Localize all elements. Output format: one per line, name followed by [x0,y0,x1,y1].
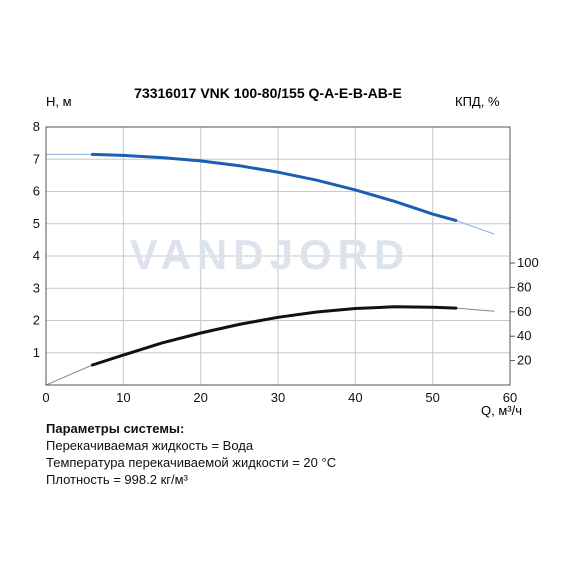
params-line-density: Плотность = 998.2 кг/м³ [46,472,188,487]
series-line-КПД [90,305,458,367]
y-left-tick-label: 1 [33,345,40,360]
y-axis-right-label: КПД, % [455,94,500,109]
watermark: VANDJORD [130,231,411,278]
params-heading: Параметры системы: [46,421,185,436]
chart-title: 73316017 VNK 100-80/155 Q-A-E-B-AB-E [134,85,402,101]
y-left-tick-label: 3 [33,280,40,295]
y-right-tick-label: 40 [517,328,531,343]
y-left-tick-label: 6 [33,184,40,199]
y-right-tick-label: 20 [517,353,531,368]
x-tick-label: 40 [348,390,362,405]
y-left-tick-label: 5 [33,216,40,231]
y-right-tick-label: 100 [517,255,539,270]
x-tick-label: 20 [193,390,207,405]
y-left-tick-label: 2 [33,313,40,328]
grid [45,126,511,386]
x-tick-label: 50 [425,390,439,405]
axes: 0 10 20 30 40 50 60 1 2 3 4 5 6 7 8 20 40 60 80 100 [33,119,539,405]
series-line-H [90,152,458,222]
params-line-liquid: Перекачиваемая жидкость = Вода [46,438,254,453]
x-tick-label: 60 [503,390,517,405]
system-parameters: Параметры системы: Перекачиваемая жидкос… [46,420,336,488]
y-left-tick-label: 4 [33,248,40,263]
y-left-tick-label: 8 [33,119,40,134]
plot-frame [45,126,511,386]
y-axis-left-label: H, м [46,94,72,109]
x-axis-label: Q, м³/ч [481,403,522,418]
x-tick-label: 10 [116,390,130,405]
params-line-temperature: Температура перекачиваемой жидкости = 20… [46,455,337,470]
y-right-tick-label: 60 [517,304,531,319]
x-tick-label: 30 [271,390,285,405]
y-left-tick-label: 7 [33,151,40,166]
y-right-tick-label: 80 [517,279,531,294]
x-tick-label: 0 [42,390,49,405]
series-line-extended-H [46,153,495,235]
series-layer [45,152,495,386]
